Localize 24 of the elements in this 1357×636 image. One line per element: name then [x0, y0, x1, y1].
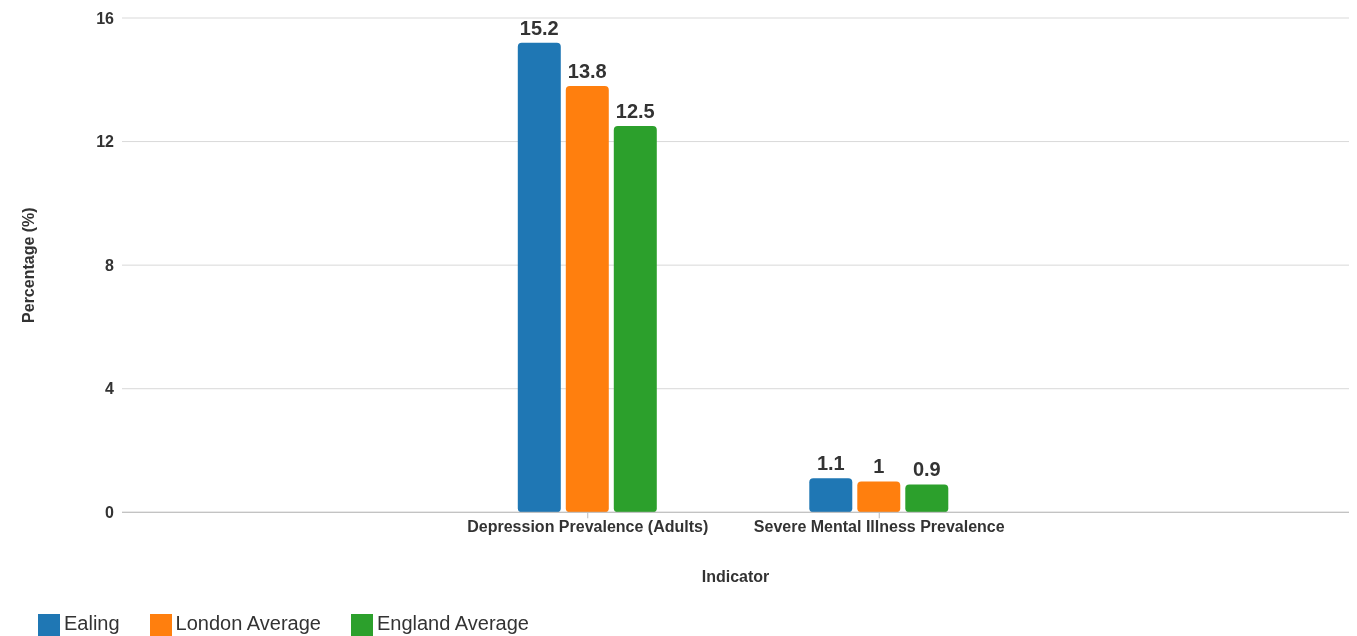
- data-label: 1.1: [816, 452, 845, 475]
- data-label: 13.8: [567, 59, 607, 82]
- y-tick-label: 8: [105, 256, 115, 274]
- data-label: 12.5: [615, 100, 655, 123]
- bar: [565, 85, 609, 513]
- legend-label: London Average: [175, 612, 321, 635]
- bar: [809, 478, 853, 513]
- data-label: 0.9: [912, 458, 941, 481]
- data-label: 1: [873, 455, 885, 478]
- y-tick-label: 0: [105, 503, 115, 521]
- bar: [613, 126, 657, 513]
- bar: [857, 481, 901, 513]
- data-label: 15.2: [519, 16, 559, 39]
- y-tick-label: 12: [96, 133, 115, 151]
- bar: [517, 42, 561, 513]
- x-tick-label: Severe Mental Illness Prevalence: [753, 517, 1005, 535]
- bar: [905, 484, 949, 513]
- x-tick-label: Depression Prevalence (Adults): [467, 517, 709, 535]
- x-axis-title: Indicator: [701, 568, 770, 586]
- y-tick-label: 4: [105, 380, 115, 398]
- y-axis-title: Percentage (%): [19, 207, 37, 323]
- y-tick-label: 16: [96, 9, 115, 27]
- legend-label: Ealing: [64, 612, 120, 635]
- legend-label: England Average: [376, 612, 529, 635]
